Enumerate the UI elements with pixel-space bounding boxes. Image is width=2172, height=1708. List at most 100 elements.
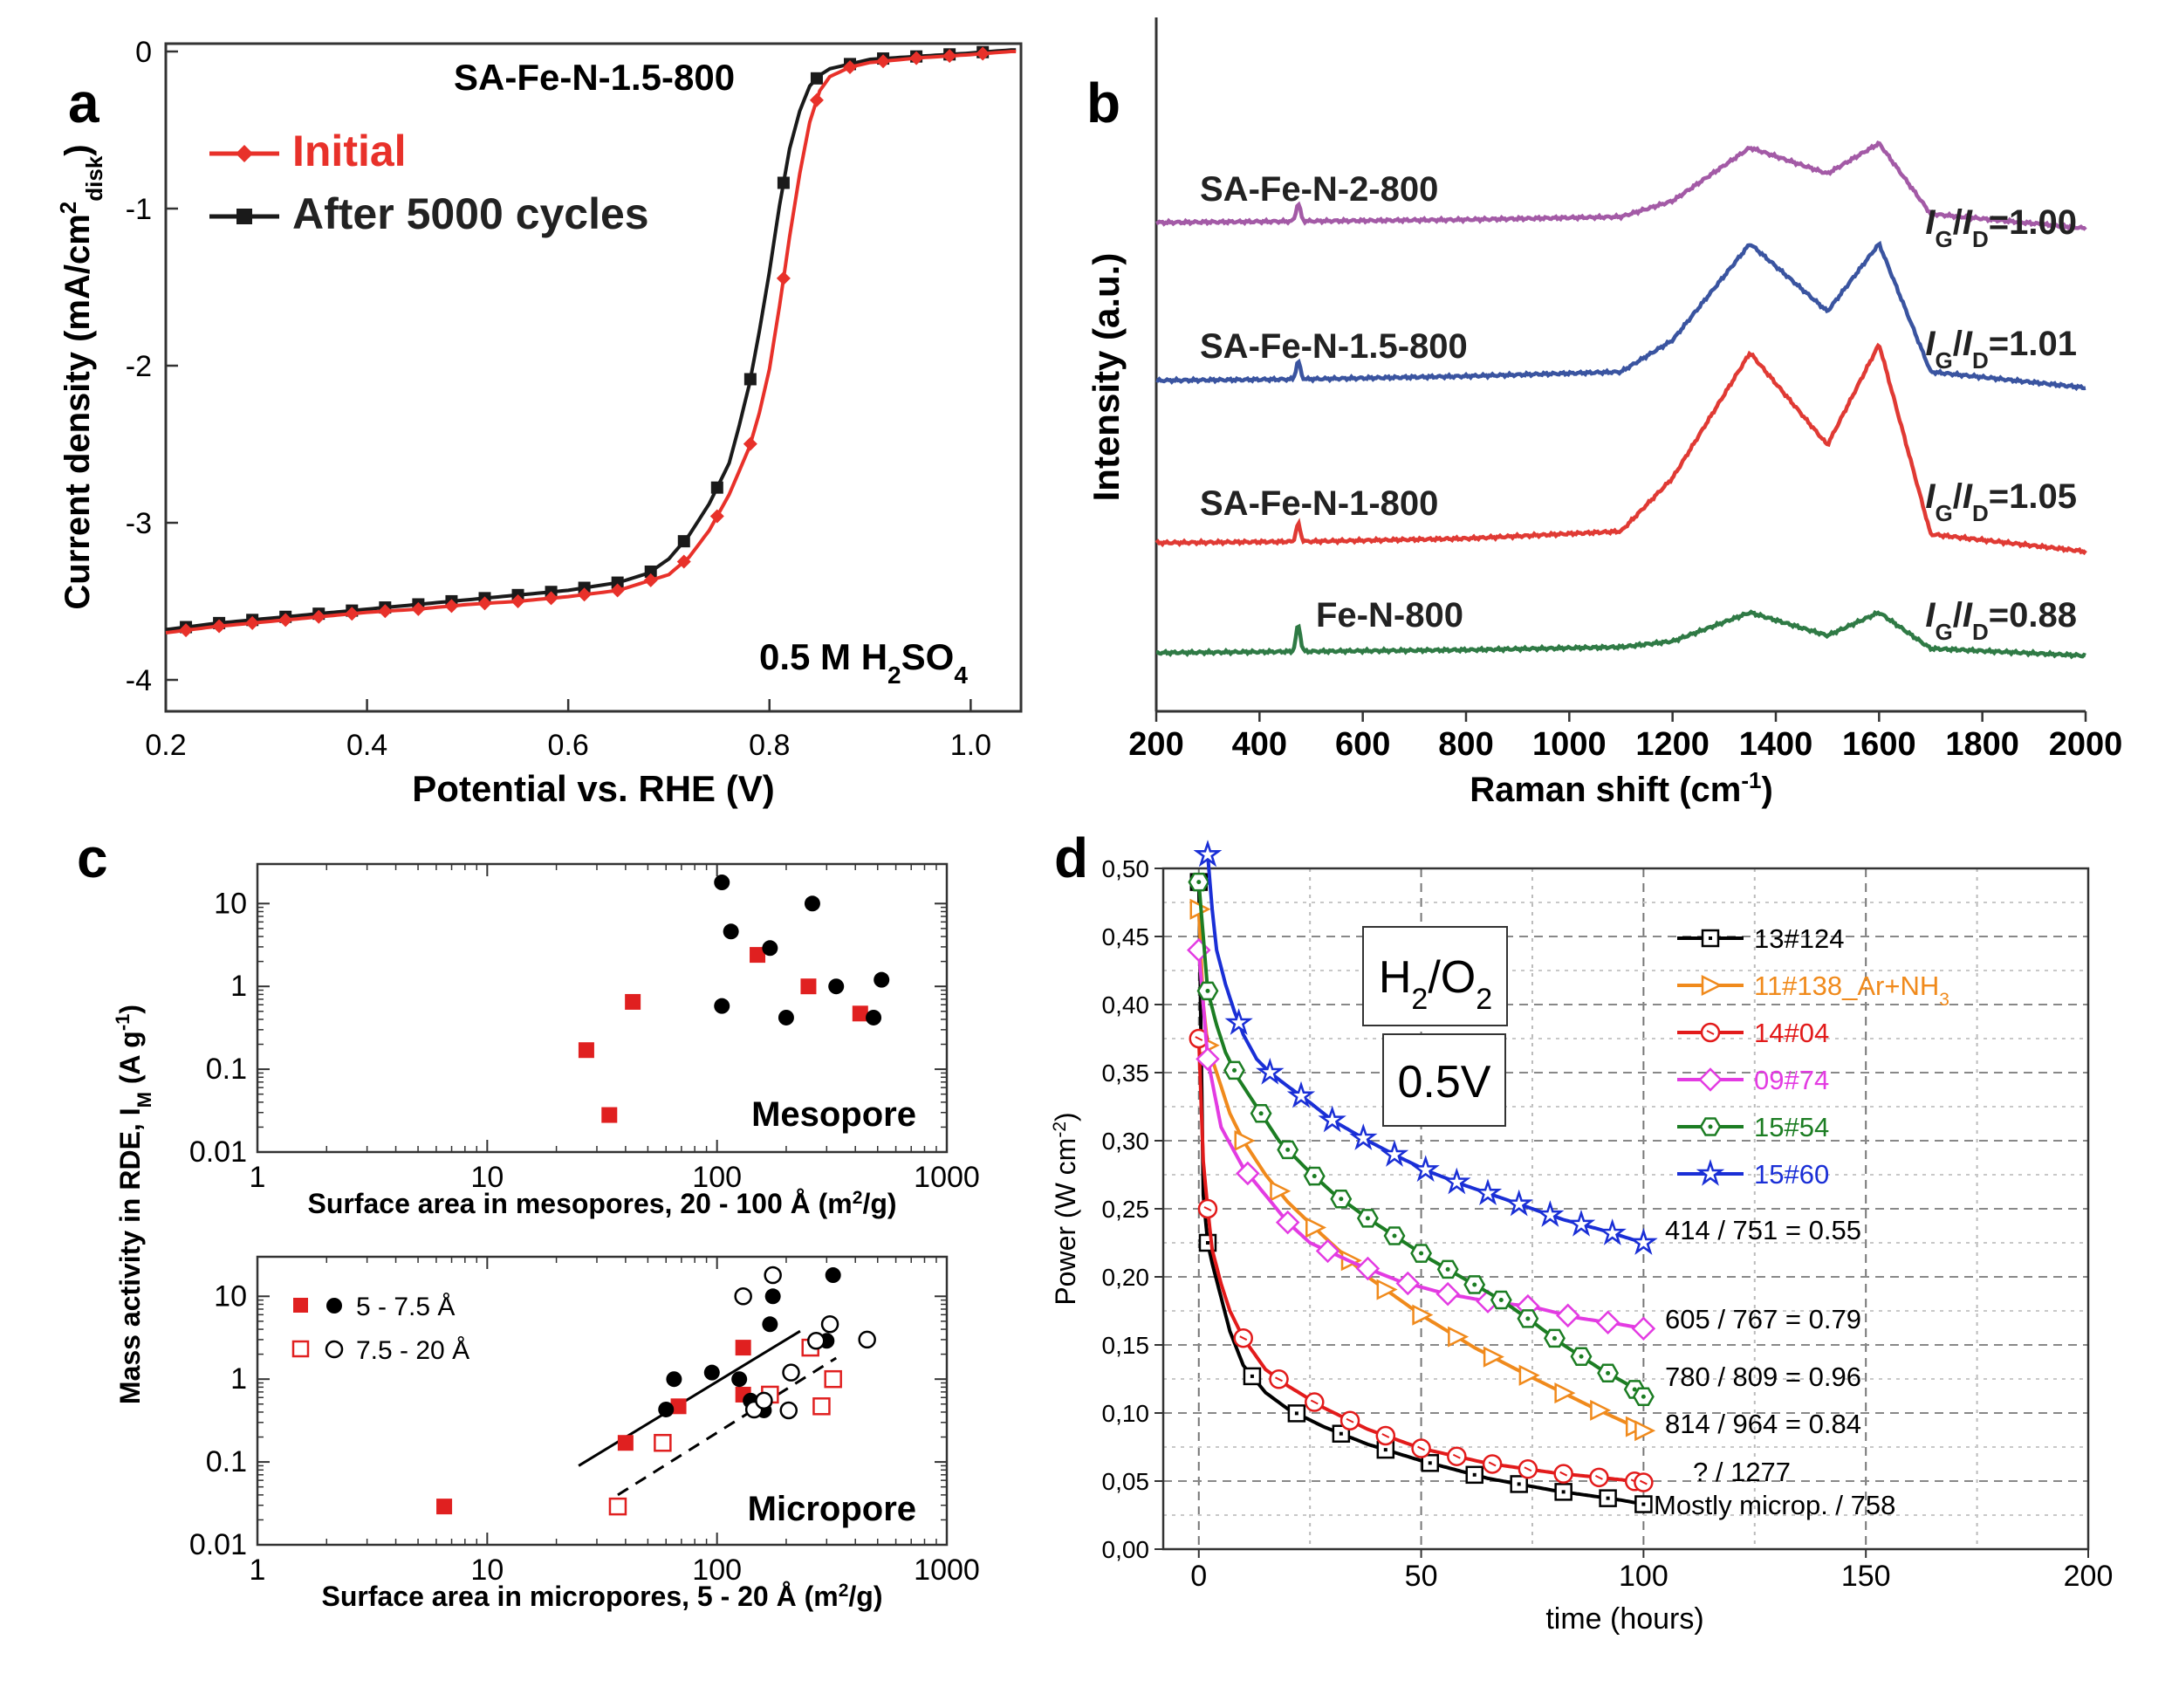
- d-ytick-label: 0,40: [1102, 991, 1150, 1019]
- b-series-label: SA-Fe-N-2-800: [1200, 170, 1438, 209]
- c-ytick-label: 1: [230, 970, 247, 1003]
- a-point-initial: [876, 54, 891, 69]
- d-xtick-label: 200: [2064, 1560, 2114, 1593]
- c-point-square: [436, 1499, 453, 1515]
- d-marker-dot: [1606, 1370, 1611, 1375]
- a-point-initial: [378, 604, 393, 619]
- micropore-label: Micropore: [748, 1490, 916, 1528]
- a-point-after: [710, 481, 723, 494]
- panel-a-frame: [164, 42, 1023, 713]
- b-spectrum-line: [1155, 240, 2086, 392]
- a-point-initial: [179, 623, 194, 638]
- d-marker-dot: [1594, 1474, 1603, 1480]
- d-marker-dot: [1275, 1376, 1283, 1382]
- d-marker-dot: [1525, 1316, 1531, 1321]
- d-marker-dot: [1203, 1206, 1212, 1211]
- d-marker-star: [1504, 1189, 1533, 1217]
- d-marker-star: [1349, 1123, 1378, 1150]
- c-ytick-label: 10: [214, 887, 247, 920]
- d-annotation: Mostly microp. / 758: [1654, 1490, 1895, 1520]
- panel-label-a: a: [68, 72, 99, 134]
- c-point-open-square: [824, 1369, 842, 1389]
- c-xtick-label: 10: [470, 1161, 504, 1194]
- a-point-after: [810, 72, 823, 85]
- c-ytick-label: 0.1: [206, 1445, 247, 1478]
- c-ytick-label: 0.1: [206, 1053, 247, 1086]
- c-ytick-label: 0.01: [189, 1135, 247, 1169]
- d-marker-dot: [1381, 1433, 1390, 1438]
- a-point-initial: [212, 619, 227, 634]
- a-point-initial: [809, 93, 824, 107]
- d-xtick-label: 50: [1405, 1560, 1438, 1593]
- a-point-after: [777, 176, 790, 189]
- d-marker-triangle: [1376, 1279, 1398, 1300]
- c-legend-label: 7.5 - 20 Å: [356, 1336, 469, 1365]
- a-point-after: [644, 565, 657, 578]
- a-point-initial: [444, 599, 459, 614]
- a-point-after: [677, 535, 690, 548]
- c-point-square: [735, 1340, 751, 1356]
- panel-a-title: SA-Fe-N-1.5-800: [454, 57, 735, 98]
- a-xtick-label: 0.6: [548, 729, 589, 762]
- mesopore-xlabel: Surface area in mesopores, 20 - 100 Å (m…: [307, 1188, 896, 1220]
- c-point-open-circle: [755, 1391, 773, 1410]
- c-point-circle: [703, 1364, 720, 1381]
- d-marker-diamond: [1595, 1310, 1620, 1335]
- d-marker-dot: [1294, 1411, 1298, 1416]
- a-point-after: [611, 576, 624, 589]
- a-point-initial: [909, 51, 924, 65]
- c-xtick-label: 1: [250, 1554, 266, 1587]
- a-legend-marker: [236, 145, 253, 162]
- c-point-open-circle: [858, 1330, 876, 1349]
- a-xtick-label: 1.0: [950, 729, 991, 762]
- d-marker-dot: [1339, 1197, 1344, 1202]
- panel-c: c 1 10 100 1000 0.01 0.1 1 10 1 10 100 1000 0.01 0.1 1…: [77, 827, 980, 1612]
- a-ytick-label: -1: [126, 193, 152, 226]
- d-legend-label: 09#74: [1754, 1065, 1829, 1095]
- d-marker-dot: [1239, 1335, 1248, 1341]
- c-legend-open-circle: [325, 1340, 344, 1359]
- d-marker-star: [1411, 1155, 1440, 1183]
- mesopore-label: Mesopore: [751, 1095, 916, 1134]
- a-point-initial: [510, 594, 525, 608]
- panel-d: d 0 50 100 150 200 0,00 0,05 0,10 0,15 0,20 0,25 0,…: [1050, 827, 2114, 1636]
- micropore-frame: [256, 1255, 949, 1547]
- c-point-circle: [666, 1371, 682, 1388]
- b-xtick-label: 800: [1438, 726, 1493, 763]
- d-marker-dot: [1195, 1036, 1203, 1041]
- d-marker-dot: [1561, 1490, 1566, 1494]
- d-marker-diamond: [1275, 1210, 1300, 1235]
- a-point-initial: [843, 60, 857, 74]
- d-ytick-label: 0,10: [1102, 1400, 1150, 1427]
- d-ytick-label: 0,35: [1102, 1060, 1150, 1087]
- c-point-open-circle: [734, 1287, 752, 1306]
- panel-label-c: c: [77, 827, 108, 889]
- c-point-circle: [723, 923, 739, 940]
- d-marker-diamond: [1395, 1271, 1421, 1296]
- panel-d-ylabel: Power (W cm-2): [1050, 1112, 1082, 1305]
- d-annotation: 780 / 809 = 0.96: [1665, 1362, 1861, 1392]
- d-marker-diamond: [1435, 1281, 1460, 1307]
- c-point-circle: [714, 998, 730, 1014]
- d-marker-star: [1598, 1218, 1627, 1245]
- d-xtick-label: 0: [1190, 1560, 1207, 1593]
- a-point-initial: [278, 613, 293, 628]
- b-ratio-label: IG/ID=0.88: [1925, 596, 2077, 645]
- b-ratio-label: IG/ID=1.01: [1925, 325, 2077, 374]
- b-xtick-label: 1400: [1739, 726, 1813, 763]
- a-point-initial: [477, 596, 492, 611]
- a-xtick-label: 0.2: [145, 729, 186, 762]
- c-point-open-circle: [782, 1363, 800, 1382]
- d-marker-dot: [1417, 1445, 1426, 1451]
- c-point-square: [617, 1435, 634, 1451]
- d-marker-dot: [1383, 1448, 1387, 1452]
- c-legend-red-square: [293, 1298, 308, 1313]
- c-point-open-square: [654, 1433, 672, 1452]
- b-ratio-label: IG/ID=1.00: [1925, 203, 2077, 252]
- a-point-initial: [245, 615, 260, 630]
- d-marker-star: [1224, 1008, 1253, 1035]
- d-marker-diamond: [1555, 1303, 1580, 1328]
- a-ytick-label: -4: [126, 664, 152, 697]
- b-xtick-label: 1200: [1635, 726, 1710, 763]
- d-marker-dot: [1709, 936, 1712, 940]
